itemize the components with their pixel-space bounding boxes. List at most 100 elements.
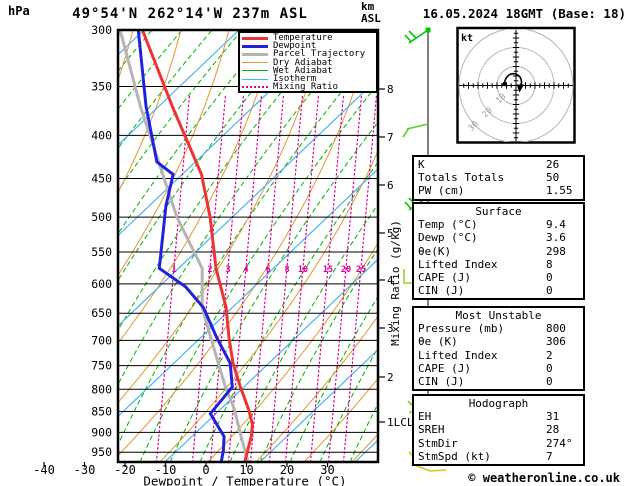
pressure-axis-unit: hPa (8, 4, 30, 18)
stat-value: 9.4 (546, 218, 566, 232)
svg-text:0: 0 (202, 463, 209, 477)
svg-text:-40: -40 (33, 463, 55, 477)
hodograph-stats-panel: Hodograph EH 31 SREH 28 StmDir 274° StmSpd … (412, 394, 585, 466)
svg-text:4: 4 (387, 274, 394, 287)
stat-label: Lifted Index (418, 257, 498, 271)
hodograph-axis-ticks (463, 32, 569, 139)
sounding-curves (118, 30, 254, 462)
mixing-ratio-labels: 1 2 3 4 6 8 10 15 20 25 (171, 265, 366, 275)
table-row: PW (cm) 1.55 (418, 184, 583, 197)
panel-title: Most Unstable (455, 309, 542, 322)
index-label: PW (cm) (418, 184, 465, 198)
svg-text:8: 8 (284, 265, 289, 275)
panel-title: Hodograph (468, 397, 529, 410)
hodograph-trace (503, 72, 523, 87)
svg-text:1: 1 (171, 265, 176, 275)
svg-text:10: 10 (298, 265, 308, 275)
surface-panel: Surface Temp (°C) 9.4 Dewp (°C) 3.6 θe(K) 2… (412, 202, 585, 301)
legend-line-swatch (242, 36, 268, 40)
legend-item: Temperature (242, 33, 376, 44)
svg-text:10: 10 (239, 463, 253, 477)
pressure-gridlines (118, 29, 378, 453)
table-row: SREH 28 (418, 423, 583, 436)
svg-text:400: 400 (91, 128, 112, 142)
legend-line-swatch (242, 52, 268, 56)
stat-value: 0 (546, 374, 553, 388)
stat-value: 800 (546, 322, 566, 336)
legend-item-label: Wet Adiabat (273, 65, 333, 76)
svg-text:2: 2 (207, 265, 212, 275)
table-row: Temp (°C) 9.4 (418, 218, 583, 231)
wind-barb (402, 123, 429, 138)
wind-barb (404, 27, 431, 44)
stat-value: 7 (546, 449, 553, 463)
svg-text:600: 600 (91, 277, 112, 291)
stat-label: CIN (J) (418, 284, 465, 298)
stat-label: StmSpd (kt) (418, 449, 491, 463)
legend-item: Isotherm (242, 74, 376, 85)
index-value: 50 (546, 171, 560, 185)
svg-text:-20: -20 (114, 463, 136, 477)
table-row: EH 31 (418, 410, 583, 423)
km-asl-ticks: 8 7 6 5 4 3 2 1LCL (378, 83, 414, 429)
svg-text:7: 7 (387, 131, 394, 144)
table-row: θe (K) 306 (418, 335, 583, 348)
svg-text:3: 3 (387, 322, 394, 335)
stat-label: StmDir (418, 436, 458, 450)
svg-text:6: 6 (387, 179, 394, 192)
table-row: StmSpd (kt) 7 (418, 450, 583, 463)
svg-text:1LCL: 1LCL (387, 416, 414, 429)
index-label: Totals Totals (418, 171, 505, 185)
run-date-title: 16.05.2024 18GMT (Base: 18) (422, 6, 626, 21)
svg-text:300: 300 (91, 23, 112, 37)
stat-label: θe(K) (418, 244, 452, 258)
station-title: 49°54'N 262°14'W 237m ASL (72, 6, 308, 22)
stat-label: Dewp (°C) (418, 231, 478, 245)
svg-text:25: 25 (356, 265, 366, 275)
svg-text:30: 30 (320, 463, 334, 477)
index-value: 26 (546, 158, 560, 171)
index-label: K (418, 158, 425, 171)
svg-text:800: 800 (91, 382, 112, 396)
legend-item: Dry Adiabat (242, 58, 376, 67)
km-asl-axis-label: km ASL (361, 1, 381, 25)
stat-value: 28 (546, 423, 560, 437)
stat-label: Temp (°C) (418, 218, 478, 232)
km-label: km (361, 0, 375, 13)
stat-label: Lifted Index (418, 348, 498, 362)
legend-item-label: Temperature (273, 33, 333, 44)
stat-value: 0 (546, 361, 553, 375)
svg-text:15: 15 (323, 265, 333, 275)
legend-line-swatch (242, 44, 268, 48)
svg-text:6: 6 (265, 265, 270, 275)
index-value: 1.55 (546, 184, 573, 198)
table-row: Pressure (mb) 800 (418, 322, 583, 335)
stat-value: 274° (546, 436, 573, 450)
stat-label: SREH (418, 423, 445, 437)
legend-line-swatch (242, 62, 268, 64)
svg-text:-10: -10 (155, 463, 177, 477)
table-row: CIN (J) 0 (418, 284, 583, 297)
legend-item-label: Isotherm (273, 74, 317, 85)
svg-text:950: 950 (91, 445, 112, 459)
mixing-ratio-lines (155, 94, 378, 462)
legend-line-swatch (242, 70, 268, 72)
table-row: Totals Totals 50 (418, 171, 583, 184)
table-row: CAPE (J) 0 (418, 362, 583, 375)
temp-tick-labels: -40 -30 -20 -10 0 10 20 30 (33, 463, 335, 477)
stat-value: 298 (546, 244, 566, 258)
svg-text:2: 2 (387, 371, 394, 384)
legend-item: Mixing Ratio (242, 83, 376, 92)
most-unstable-panel: Most Unstable Pressure (mb) 800 θe (K) 306… (412, 306, 585, 392)
mixing-ratio-axis-label: Mixing Ratio (g/kg) (389, 220, 402, 346)
svg-text:350: 350 (91, 79, 112, 93)
svg-text:20: 20 (280, 463, 294, 477)
svg-text:3: 3 (225, 265, 230, 275)
stat-value: 8 (546, 257, 553, 271)
svg-text:850: 850 (91, 404, 112, 418)
hodograph-trace-start (502, 81, 507, 87)
svg-text:-30: -30 (74, 463, 96, 477)
